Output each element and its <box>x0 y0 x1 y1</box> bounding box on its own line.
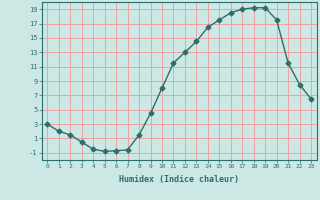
X-axis label: Humidex (Indice chaleur): Humidex (Indice chaleur) <box>119 175 239 184</box>
